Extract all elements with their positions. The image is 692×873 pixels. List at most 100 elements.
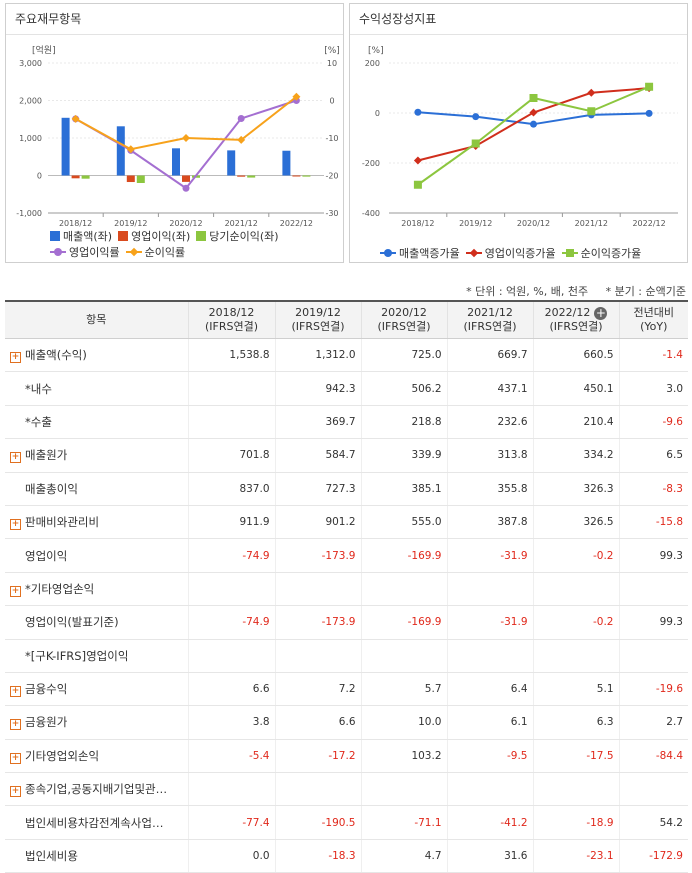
value-cell: 669.7: [446, 338, 533, 373]
expand-row-icon[interactable]: +: [10, 519, 21, 531]
bar-2-1: [136, 175, 145, 183]
legend-swatch: [561, 248, 578, 258]
value-cell: 6.4: [446, 672, 533, 707]
value-cell: [187, 639, 275, 673]
year-label: 2021/12: [467, 306, 513, 319]
right-tick-label: -30: [325, 209, 338, 218]
legend-item[interactable]: 영업이익(좌): [118, 229, 190, 245]
value-cell: -169.9: [360, 538, 447, 573]
basis-label: (IFRS연결): [204, 320, 259, 333]
row-label: *기타영업손익: [25, 581, 95, 596]
row-label: 매출원가: [25, 448, 68, 463]
value-cell: 6.3: [532, 705, 619, 740]
value-cell: 584.7: [274, 438, 361, 473]
row-label-cell: *수출: [5, 405, 188, 440]
expand-row-icon[interactable]: +: [10, 752, 21, 764]
year-label: 2022/12 +: [544, 306, 608, 320]
expand-row-icon[interactable]: +: [10, 585, 21, 597]
value-cell: [274, 772, 361, 807]
row-label-cell[interactable]: + 종속기업,공동지배기업및관…: [5, 772, 188, 807]
table-row: + 종속기업,공동지배기업및관…: [5, 772, 688, 807]
value-cell: 355.8: [446, 472, 533, 506]
year-header: 2018/12 (IFRS연결): [187, 300, 275, 339]
table-row: + 금융원가 3.8 6.6 10.0 6.1 6.3 2.7: [5, 705, 688, 740]
legend-item[interactable]: 영업이익률: [50, 245, 120, 261]
row-label-cell[interactable]: + *기타영업손익: [5, 572, 188, 607]
bar-1-0: [71, 175, 80, 179]
table-row: + 기타영업외손익 -5.4 -17.2 103.2 -9.5 -17.5 -84.4: [5, 739, 688, 774]
expand-row-icon[interactable]: +: [10, 352, 21, 364]
table-row: 매출총이익 837.0 727.3 385.1 355.8 326.3 -8.3: [5, 472, 688, 506]
row-label: 영업이익: [25, 548, 68, 563]
value-cell: [532, 572, 619, 607]
row-label: 기타영업외손익: [25, 748, 100, 763]
line-marker-0-2: [530, 120, 537, 128]
expand-row-icon[interactable]: +: [10, 719, 21, 731]
y-tick-label: 0: [375, 109, 380, 118]
row-label: 금융수익: [25, 682, 68, 697]
value-cell: -9.6: [618, 405, 688, 440]
financial-items-chart: [억원] [%] 3,000 2,000 1,000 0 -1,000 10 0 -10 -20 -3…: [16, 44, 340, 228]
value-cell: -172.9: [618, 839, 688, 873]
row-label-cell[interactable]: + 매출액(수익): [5, 338, 188, 373]
bar-1-4: [292, 175, 301, 177]
table-row: 법인세비용차감전계속사업… -77.4 -190.5 -71.1 -41.2 -18.9 5…: [5, 805, 688, 840]
value-cell: 450.1: [532, 371, 619, 406]
value-cell: [187, 772, 275, 807]
row-label-cell[interactable]: + 매출원가: [5, 438, 188, 473]
expand-columns-icon[interactable]: +: [594, 306, 608, 320]
year-label: 2018/12: [208, 306, 255, 319]
row-label: 법인세비용차감전계속사업…: [25, 815, 164, 830]
value-cell: 0.0: [187, 839, 275, 873]
value-cell: -5.4: [187, 739, 275, 774]
legend-item[interactable]: 순이익률: [125, 245, 185, 261]
value-cell: -17.2: [274, 739, 361, 774]
bar-0-4: [282, 150, 291, 176]
value-cell: 506.2: [360, 371, 447, 406]
value-cell: 3.0: [618, 371, 688, 406]
row-label-cell[interactable]: + 금융수익: [5, 672, 188, 707]
value-cell: 103.2: [360, 739, 447, 774]
value-cell: 437.1: [446, 371, 533, 406]
legend-item[interactable]: 매출액(좌): [50, 229, 112, 245]
value-cell: [532, 772, 619, 807]
value-cell: 6.6: [187, 672, 275, 707]
line-marker-0-1: [472, 113, 480, 121]
table-row: + 금융수익 6.6 7.2 5.7 6.4 5.1 -19.6: [5, 672, 688, 707]
table-row: + 매출원가 701.8 584.7 339.9 313.8 334.2 6.5: [5, 438, 688, 473]
basis-label: (IFRS연결): [549, 320, 603, 333]
legend-row: 매출액(좌) 영업이익(좌) 당기순이익(좌): [50, 229, 285, 245]
row-label-cell: 영업이익: [5, 538, 188, 573]
row-label: 영업이익(발표기준): [25, 615, 119, 630]
value-cell: -71.1: [360, 805, 447, 840]
line-marker-1-4: [292, 92, 301, 101]
table-body: + 매출액(수익) 1,538.8 1,312.0 725.0 669.7 660.5 -1.…: [5, 338, 688, 873]
bar-1-3: [237, 175, 246, 177]
y-tick-label: -400: [362, 209, 380, 218]
table-row: 영업이익 -74.9 -173.9 -169.9 -31.9 -0.2 99.3: [5, 538, 688, 573]
right-tick-label: 0: [329, 97, 334, 106]
legend-item[interactable]: 매출액증가율: [380, 245, 460, 261]
value-cell: -41.2: [446, 805, 533, 840]
line-marker-2-4: [645, 82, 654, 91]
legend-swatch: [50, 231, 60, 241]
expand-row-icon[interactable]: +: [10, 686, 21, 698]
value-cell: 218.8: [360, 405, 447, 440]
legend-label: 영업이익률: [69, 246, 120, 259]
bar-0-2: [172, 148, 180, 176]
table-row: + *기타영업손익: [5, 572, 688, 607]
table-row: *수출 369.7 218.8 232.6 210.4 -9.6: [5, 405, 688, 440]
expand-row-icon[interactable]: +: [10, 786, 21, 798]
row-label: 판매비와관리비: [25, 515, 100, 530]
row-label-cell[interactable]: + 판매비와관리비: [5, 505, 188, 540]
legend-item[interactable]: 순이익증가율: [561, 245, 641, 261]
legend-item[interactable]: 당기순이익(좌): [196, 229, 279, 245]
row-label-cell[interactable]: + 기타영업외손익: [5, 739, 188, 774]
value-cell: -18.9: [532, 805, 619, 840]
expand-row-icon[interactable]: +: [10, 452, 21, 464]
row-label-cell[interactable]: + 금융원가: [5, 705, 188, 740]
value-cell: [618, 772, 688, 807]
legend-item[interactable]: 영업이익증가율: [465, 245, 556, 261]
legend-label: 매출액(좌): [63, 230, 113, 243]
table-row: *[구K-IFRS]영업이익: [5, 639, 688, 673]
